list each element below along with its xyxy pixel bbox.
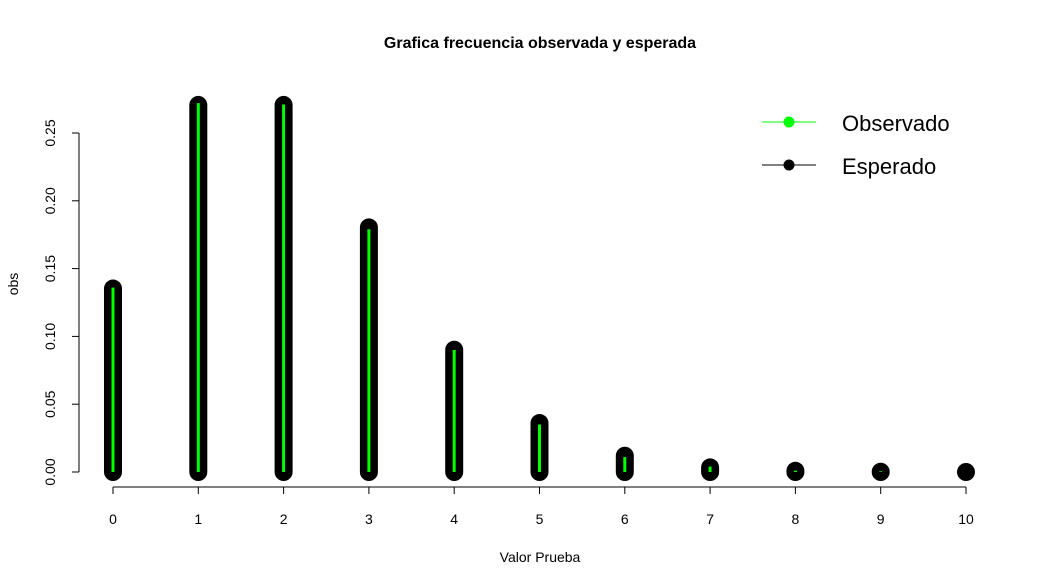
x-tick-label: 9 <box>877 511 885 527</box>
y-axis: 0.00 0.05 0.10 0.15 0.20 0.25 <box>42 119 80 486</box>
x-tick-label: 1 <box>194 511 202 527</box>
y-tick-label: 0.25 <box>42 119 58 146</box>
x-tick-label: 8 <box>792 511 800 527</box>
legend-label-observado: Observado <box>842 111 950 136</box>
y-tick-label: 0.15 <box>42 255 58 282</box>
y-tick-label: 0.10 <box>42 323 58 350</box>
x-tick-label: 2 <box>280 511 288 527</box>
series-esperado <box>104 95 975 481</box>
y-tick-label: 0.05 <box>42 390 58 417</box>
chart-title: Grafica frecuencia observada y esperada <box>384 35 696 52</box>
x-axis: 0 1 2 3 4 5 6 7 8 9 10 <box>109 486 974 527</box>
x-tick-label: 4 <box>450 511 458 527</box>
x-axis-label: Valor Prueba <box>500 549 581 565</box>
series-observado <box>111 103 883 472</box>
x-tick-label: 5 <box>536 511 544 527</box>
x-tick-label: 3 <box>365 511 373 527</box>
legend-marker-observado <box>783 116 795 128</box>
y-tick-label: 0.20 <box>42 187 58 214</box>
x-tick-label: 0 <box>109 511 117 527</box>
y-axis-label: obs <box>5 273 21 296</box>
x-tick-label: 7 <box>706 511 714 527</box>
x-tick-label: 6 <box>621 511 629 527</box>
legend: Observado Esperado <box>762 111 950 179</box>
legend-label-esperado: Esperado <box>842 154 936 179</box>
legend-marker-esperado <box>783 159 795 171</box>
y-tick-label: 0.00 <box>42 458 58 485</box>
x-tick-label: 10 <box>958 511 974 527</box>
